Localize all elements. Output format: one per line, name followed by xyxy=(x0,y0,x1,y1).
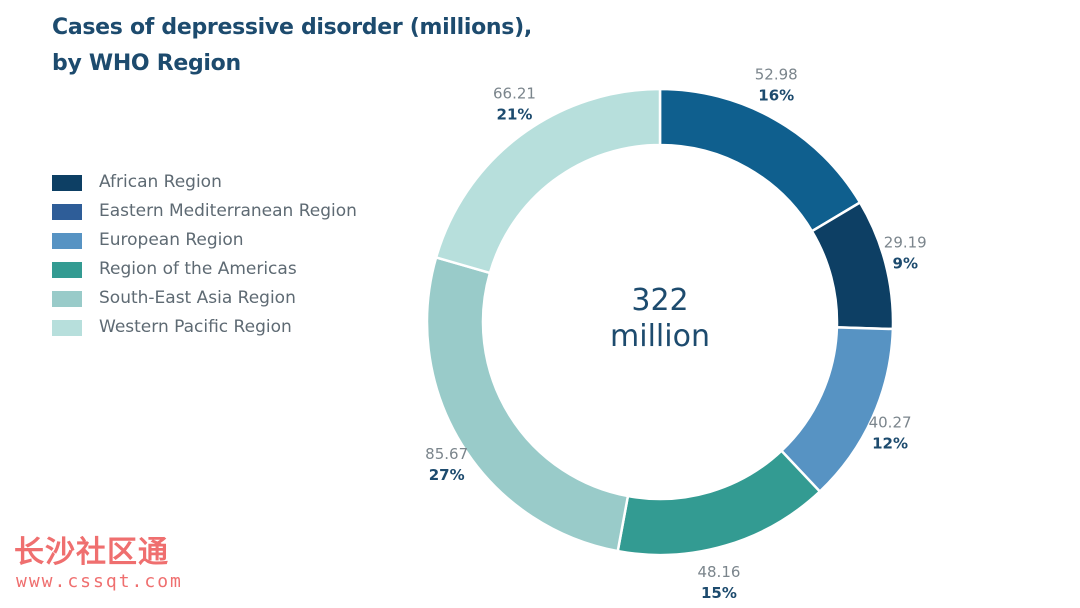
slice-south-east-asia-region xyxy=(425,255,630,553)
slice-labels: 52.98 16% 29.19 9% 40.27 12% 48.16 15% 85.67 27% 6… xyxy=(425,65,927,601)
legend-swatch-western-pacific-region xyxy=(52,320,82,336)
slice-eastern-mediterranean-region xyxy=(658,87,862,233)
slice-value-label-south-east-asia-region: 85.67 xyxy=(425,445,468,463)
legend-label-western-pacific-region: Western Pacific Region xyxy=(99,317,292,337)
legend-swatch-eastern-mediterranean-region xyxy=(52,204,82,220)
slice-percent-label-region-of-the-americas: 15% xyxy=(701,584,737,602)
slice-value-label-european-region: 40.27 xyxy=(869,414,912,432)
slice-region-of-the-americas xyxy=(616,449,822,557)
slice-percent-label-south-east-asia-region: 27% xyxy=(429,466,465,484)
legend-label-south-east-asia-region: South-East Asia Region xyxy=(99,288,296,308)
slice-value-label-western-pacific-region: 66.21 xyxy=(493,85,536,103)
center-total-unit: million xyxy=(610,319,710,354)
legend-swatch-african-region xyxy=(52,175,82,191)
slice-value-label-african-region: 29.19 xyxy=(884,234,927,252)
slice-western-pacific-region xyxy=(434,87,662,275)
legend-swatch-region-of-the-americas xyxy=(52,262,82,278)
legend-label-african-region: African Region xyxy=(99,172,222,192)
slice-percent-label-western-pacific-region: 21% xyxy=(497,106,533,124)
slice-value-label-eastern-mediterranean-region: 52.98 xyxy=(755,65,798,83)
slice-percent-label-european-region: 12% xyxy=(872,435,908,453)
chart-title: Cases of depressive disorder (millions),… xyxy=(52,10,532,82)
legend-label-european-region: European Region xyxy=(99,230,244,250)
legend-label-eastern-mediterranean-region: Eastern Mediterranean Region xyxy=(99,201,357,221)
legend-label-region-of-the-americas: Region of the Americas xyxy=(99,259,297,279)
chart-title-line-2: by WHO Region xyxy=(52,51,241,76)
slice-value-label-region-of-the-americas: 48.16 xyxy=(697,563,740,581)
legend-swatch-south-east-asia-region xyxy=(52,291,82,307)
legend-swatch-european-region xyxy=(52,233,82,249)
chart-title-line-1: Cases of depressive disorder (millions), xyxy=(52,15,532,40)
donut-slices xyxy=(425,87,895,557)
slice-percent-label-african-region: 9% xyxy=(893,255,918,273)
center-total-value: 322 xyxy=(631,283,688,318)
slice-percent-label-eastern-mediterranean-region: 16% xyxy=(758,86,794,104)
